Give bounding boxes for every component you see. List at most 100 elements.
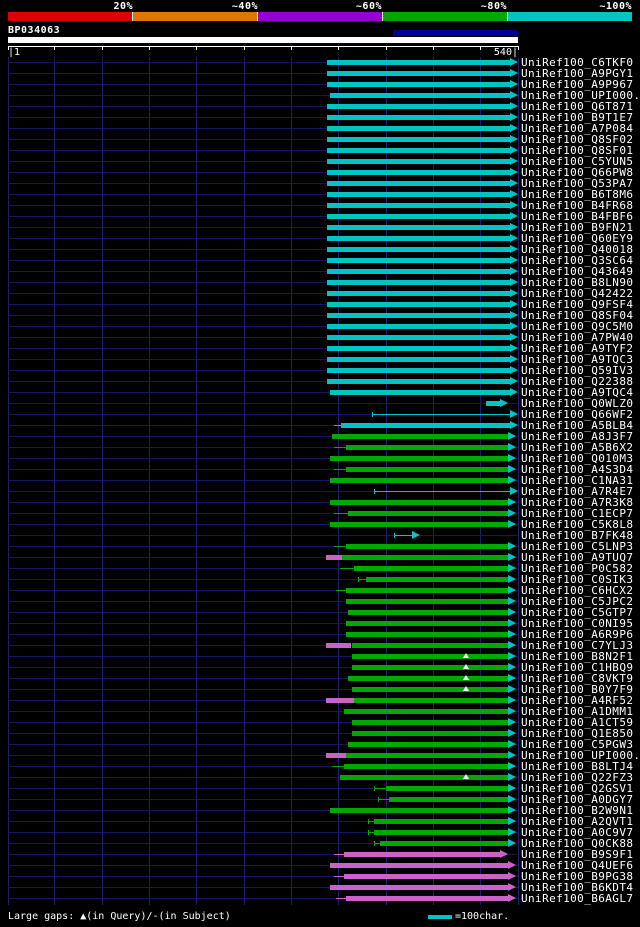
hit-bar-segment[interactable] <box>329 885 508 890</box>
hit-arrow[interactable] <box>507 718 516 726</box>
hit-bar-segment[interactable] <box>326 203 511 208</box>
hit-bar-segment[interactable] <box>345 445 508 450</box>
hit-arrow[interactable] <box>507 663 516 671</box>
hit-arrow[interactable] <box>507 674 516 682</box>
hit-bar-segment[interactable] <box>329 808 508 813</box>
hit-bar-segment[interactable] <box>345 588 508 593</box>
hit-bar-segment[interactable] <box>340 568 355 569</box>
hit-bar-segment[interactable] <box>331 766 344 767</box>
hit-arrow[interactable] <box>510 113 519 121</box>
hit-arrow[interactable] <box>510 146 519 154</box>
hit-bar-segment[interactable] <box>374 788 386 789</box>
hit-arrow[interactable] <box>510 157 519 165</box>
hit-arrow[interactable] <box>510 421 519 429</box>
hit-bar-segment[interactable] <box>333 425 342 426</box>
hit-arrow[interactable] <box>507 465 516 473</box>
hit-arrow[interactable] <box>507 476 516 484</box>
hit-bar-segment[interactable] <box>326 115 511 120</box>
hit-bar-segment[interactable] <box>345 544 508 549</box>
hit-bar-segment[interactable] <box>351 731 508 736</box>
hit-bar-segment[interactable] <box>351 643 508 648</box>
hit-arrow[interactable] <box>507 553 516 561</box>
hit-bar-segment[interactable] <box>374 491 511 492</box>
hit-arrow[interactable] <box>510 102 519 110</box>
hit-bar-segment[interactable] <box>343 709 508 714</box>
hit-arrow[interactable] <box>510 256 519 264</box>
hit-arrow[interactable] <box>507 751 516 759</box>
hit-bar-segment[interactable] <box>326 324 511 329</box>
hit-bar-segment[interactable] <box>326 302 511 307</box>
hit-bar-segment[interactable] <box>341 423 511 428</box>
hit-arrow[interactable] <box>510 135 519 143</box>
hit-bar-segment[interactable] <box>329 522 508 527</box>
hit-bar-segment[interactable] <box>342 555 508 560</box>
hit-arrow[interactable] <box>510 487 519 495</box>
hit-bar-segment[interactable] <box>326 225 511 230</box>
hit-bar-segment[interactable] <box>345 467 508 472</box>
hit-bar-segment[interactable] <box>326 192 511 197</box>
hit-arrow[interactable] <box>510 300 519 308</box>
hit-arrow[interactable] <box>510 278 519 286</box>
hit-bar-segment[interactable] <box>326 313 511 318</box>
hit-arrow[interactable] <box>507 641 516 649</box>
hit-arrow[interactable] <box>507 685 516 693</box>
hit-bar-segment[interactable] <box>334 854 344 855</box>
hit-arrow[interactable] <box>510 267 519 275</box>
hit-bar-segment[interactable] <box>326 148 511 153</box>
hit-arrow[interactable] <box>507 432 516 440</box>
hit-bar-segment[interactable] <box>326 247 511 252</box>
hit-arrow[interactable] <box>507 630 516 638</box>
hit-arrow[interactable] <box>510 289 519 297</box>
hit-arrow[interactable] <box>510 223 519 231</box>
hit-arrow[interactable] <box>507 498 516 506</box>
hit-arrow[interactable] <box>507 520 516 528</box>
hit-arrow[interactable] <box>507 597 516 605</box>
hit-arrow[interactable] <box>500 399 508 407</box>
hit-bar-segment[interactable] <box>326 159 511 164</box>
hit-bar-segment[interactable] <box>345 896 508 901</box>
hit-arrow[interactable] <box>510 245 519 253</box>
hit-arrow[interactable] <box>507 817 516 825</box>
hit-arrow[interactable] <box>510 168 519 176</box>
hit-arrow[interactable] <box>507 443 516 451</box>
hit-bar-segment[interactable] <box>385 786 508 791</box>
hit-bar-segment[interactable] <box>354 698 508 703</box>
hit-arrow[interactable] <box>507 839 516 847</box>
hit-bar-segment[interactable] <box>351 687 508 692</box>
hit-arrow[interactable] <box>507 454 516 462</box>
hit-arrow[interactable] <box>507 652 516 660</box>
hit-bar-segment[interactable] <box>374 830 508 835</box>
hit-arrow[interactable] <box>507 795 516 803</box>
hit-arrow[interactable] <box>510 344 519 352</box>
hit-arrow[interactable] <box>507 861 516 869</box>
hit-bar-segment[interactable] <box>347 676 508 681</box>
hit-bar-segment[interactable] <box>334 876 344 877</box>
hit-arrow[interactable] <box>510 91 519 99</box>
hit-bar-segment[interactable] <box>334 447 346 448</box>
hit-bar-segment[interactable] <box>326 71 511 76</box>
hit-bar-segment[interactable] <box>372 414 511 415</box>
hit-arrow[interactable] <box>510 355 519 363</box>
hit-bar-segment[interactable] <box>326 357 511 362</box>
hit-arrow[interactable] <box>507 707 516 715</box>
hit-bar-segment[interactable] <box>326 137 511 142</box>
hit-bar-segment[interactable] <box>367 832 375 833</box>
hit-bar-segment[interactable] <box>326 379 511 384</box>
hit-arrow[interactable] <box>500 850 508 858</box>
hit-bar-segment[interactable] <box>326 104 511 109</box>
hit-bar-segment[interactable] <box>351 654 508 659</box>
hit-bar-segment[interactable] <box>347 610 508 615</box>
hit-bar-segment[interactable] <box>326 269 511 274</box>
hit-arrow[interactable] <box>412 531 420 539</box>
hit-bar-segment[interactable] <box>354 566 508 571</box>
hit-arrow[interactable] <box>510 322 519 330</box>
hit-bar-segment[interactable] <box>345 632 508 637</box>
hit-bar-segment[interactable] <box>345 753 508 758</box>
hit-arrow[interactable] <box>510 69 519 77</box>
hit-bar-segment[interactable] <box>326 291 511 296</box>
hit-arrow[interactable] <box>507 586 516 594</box>
hit-bar-segment[interactable] <box>334 469 346 470</box>
hit-bar-segment[interactable] <box>347 742 508 747</box>
hit-arrow[interactable] <box>507 608 516 616</box>
hit-arrow[interactable] <box>510 201 519 209</box>
